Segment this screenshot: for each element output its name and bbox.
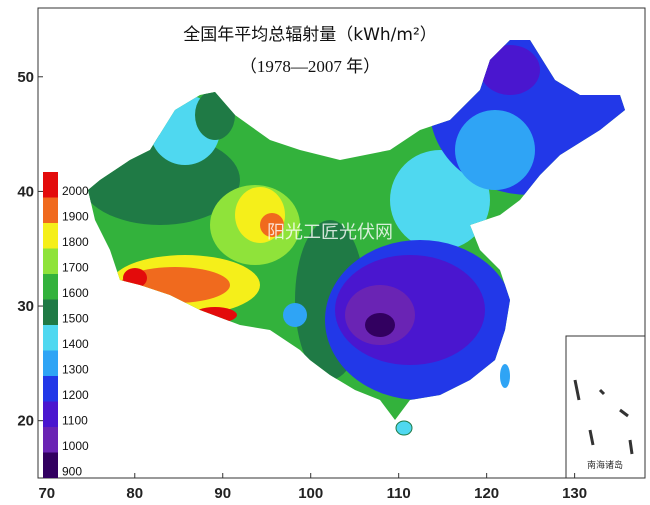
inset-islands (573, 379, 634, 455)
legend-swatch (43, 197, 58, 223)
subtitle: （1978—2007 年） (240, 57, 380, 76)
hainan (395, 420, 413, 436)
legend-label: 1800 (62, 235, 89, 249)
legend-label: 1100 (62, 413, 88, 427)
y-tick-label: 50 (17, 69, 34, 86)
x-tick-label: 90 (214, 485, 231, 502)
x-tick-label: 80 (126, 485, 143, 502)
legend-label: 1400 (62, 337, 89, 351)
legend-label: 2000 (62, 184, 89, 198)
legend-label: 1300 (62, 362, 89, 376)
y-tick-label: 40 (17, 183, 34, 200)
legend-swatch (43, 376, 58, 402)
legend-label: 1200 (62, 388, 89, 402)
legend-swatch (43, 427, 58, 453)
x-tick-label: 120 (474, 485, 499, 502)
x-tick-label: 100 (298, 485, 323, 502)
watermark: 阳光工匠光伏网 (267, 222, 393, 243)
legend-swatch (43, 299, 58, 325)
x-tick-label: 130 (562, 485, 587, 502)
legend-label: 900 (62, 464, 82, 478)
x-tick-label: 70 (38, 485, 55, 502)
legend-swatch (43, 452, 58, 478)
title: 全国年平均总辐射量（kWh/m²） (183, 25, 437, 45)
inset-box (565, 335, 646, 479)
y-tick-label: 20 (17, 413, 34, 430)
legend-label: 1900 (62, 209, 89, 223)
inset-label: 南海诸岛 (587, 459, 623, 471)
taiwan (500, 364, 510, 388)
x-tick-label: 110 (387, 485, 411, 502)
legend-label: 1600 (62, 286, 89, 300)
legend-label: 1500 (62, 311, 89, 325)
legend-label: 1000 (62, 439, 89, 453)
legend-swatch (43, 248, 58, 274)
legend-swatch (43, 274, 58, 300)
y-tick-label: 30 (17, 298, 34, 315)
legend-swatch (43, 172, 58, 198)
legend-swatch (43, 350, 58, 376)
legend-swatch (43, 223, 58, 249)
legend-label: 1700 (62, 260, 89, 274)
legend-swatch (43, 401, 58, 427)
legend-swatch (43, 325, 58, 351)
